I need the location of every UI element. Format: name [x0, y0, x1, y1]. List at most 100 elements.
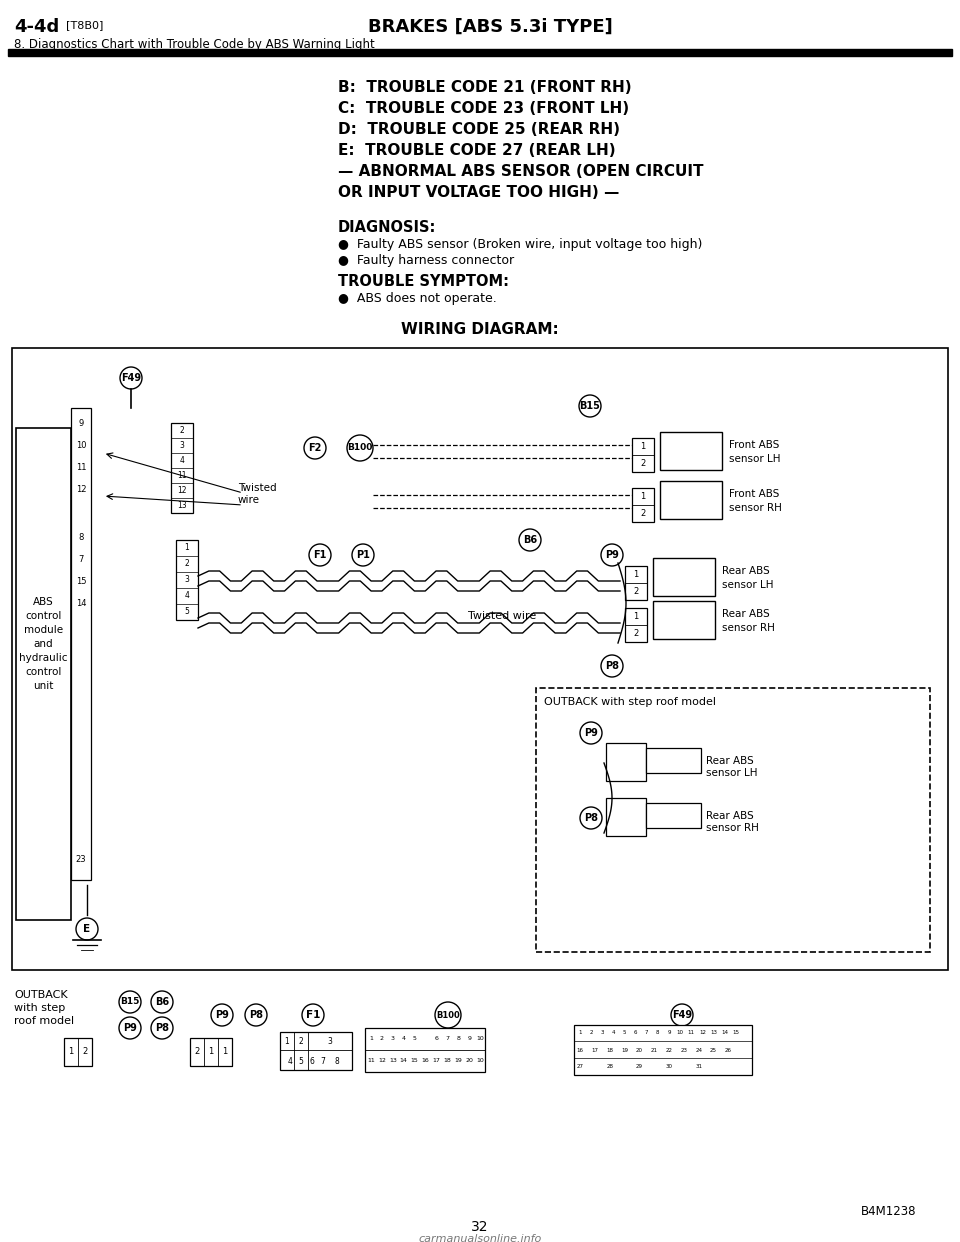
Text: 2: 2 [634, 628, 638, 638]
Text: 5: 5 [184, 607, 189, 616]
Circle shape [245, 1004, 267, 1026]
Text: P1: P1 [356, 550, 370, 560]
Text: 2: 2 [380, 1036, 384, 1041]
Text: 8: 8 [656, 1031, 660, 1036]
Text: 31: 31 [695, 1064, 702, 1069]
Text: 19: 19 [621, 1047, 628, 1052]
Circle shape [211, 1004, 233, 1026]
Text: E:  TROUBLE CODE 27 (REAR LH): E: TROUBLE CODE 27 (REAR LH) [338, 143, 615, 158]
Text: [T8B0]: [T8B0] [66, 20, 104, 30]
Bar [625, 609, 647, 642]
Text: P9: P9 [584, 728, 598, 738]
Text: OR INPUT VOLTAGE TOO HIGH) —: OR INPUT VOLTAGE TOO HIGH) — [338, 185, 619, 200]
Text: BRAKES [ABS 5.3i TYPE]: BRAKES [ABS 5.3i TYPE] [368, 17, 612, 36]
Text: Rear ABS: Rear ABS [722, 609, 770, 619]
Bar [653, 601, 715, 638]
Text: 28: 28 [606, 1064, 613, 1069]
Text: 9: 9 [79, 419, 84, 427]
Text: 17: 17 [591, 1047, 598, 1052]
Text: ABS
control
module
and
hydraulic
control
unit: ABS control module and hydraulic control… [19, 597, 68, 691]
Text: Twisted
wire: Twisted wire [238, 483, 276, 504]
Text: carmanualsonline.info: carmanualsonline.info [419, 1235, 541, 1242]
Text: Twisted wire: Twisted wire [468, 611, 537, 621]
Text: 18: 18 [444, 1057, 451, 1062]
Text: 10: 10 [677, 1031, 684, 1036]
Text: — ABNORMAL ABS SENSOR (OPEN CIRCUIT: — ABNORMAL ABS SENSOR (OPEN CIRCUIT [338, 164, 704, 179]
Text: 2: 2 [184, 559, 189, 569]
Text: WIRING DIAGRAM:: WIRING DIAGRAM: [401, 322, 559, 337]
Circle shape [309, 544, 331, 566]
Text: 20: 20 [636, 1047, 643, 1052]
Bar [190, 1038, 232, 1066]
Circle shape [119, 1017, 141, 1040]
Text: 4: 4 [288, 1057, 293, 1066]
Text: P8: P8 [584, 814, 598, 823]
Text: Front ABS: Front ABS [729, 440, 780, 450]
Circle shape [151, 1017, 173, 1040]
Text: 29: 29 [636, 1064, 643, 1069]
Text: Rear ABS: Rear ABS [706, 756, 754, 766]
Text: 12: 12 [76, 484, 86, 493]
Text: 1: 1 [208, 1047, 214, 1057]
Text: 11: 11 [367, 1057, 374, 1062]
Text: 1: 1 [223, 1047, 228, 1057]
Text: F49: F49 [672, 1010, 692, 1020]
Text: 1: 1 [634, 570, 638, 579]
Text: 15: 15 [411, 1057, 419, 1062]
Bar [12, 348, 948, 970]
Bar [280, 1032, 352, 1071]
Text: B6: B6 [523, 535, 537, 545]
Text: Rear ABS: Rear ABS [722, 566, 770, 576]
Text: F49: F49 [121, 373, 141, 383]
Text: sensor LH: sensor LH [729, 455, 780, 465]
Text: 2: 2 [83, 1047, 87, 1057]
Text: 1: 1 [284, 1037, 289, 1046]
Circle shape [347, 435, 373, 461]
Text: 3: 3 [601, 1031, 604, 1036]
Text: 19: 19 [454, 1057, 462, 1062]
Text: 3: 3 [180, 441, 184, 450]
Text: P8: P8 [605, 661, 619, 671]
Circle shape [352, 544, 374, 566]
Circle shape [76, 918, 98, 940]
Text: 1: 1 [640, 442, 646, 451]
Text: 11: 11 [178, 471, 187, 479]
Text: ●  ABS does not operate.: ● ABS does not operate. [338, 292, 496, 306]
Text: Rear ABS: Rear ABS [706, 811, 754, 821]
Text: 11: 11 [687, 1031, 695, 1036]
Text: 4: 4 [612, 1031, 615, 1036]
Text: 20: 20 [466, 1057, 473, 1062]
Text: 16: 16 [577, 1047, 584, 1052]
Circle shape [151, 991, 173, 1013]
Text: 8. Diagnostics Chart with Trouble Code by ABS Warning Light: 8. Diagnostics Chart with Trouble Code b… [14, 39, 374, 51]
Circle shape [580, 722, 602, 744]
Text: 2: 2 [589, 1031, 593, 1036]
Text: 7: 7 [645, 1031, 649, 1036]
Text: 2: 2 [634, 587, 638, 596]
Text: OUTBACK with step roof model: OUTBACK with step roof model [544, 697, 716, 707]
Text: 7: 7 [321, 1057, 325, 1066]
Text: B100: B100 [436, 1011, 460, 1020]
Text: 30: 30 [665, 1064, 673, 1069]
Text: 2: 2 [180, 426, 184, 435]
Bar [653, 558, 715, 596]
Text: 4: 4 [401, 1036, 406, 1041]
Text: 27: 27 [577, 1064, 584, 1069]
Bar [660, 481, 722, 519]
Bar [574, 1025, 752, 1076]
Text: 17: 17 [433, 1057, 441, 1062]
Text: OUTBACK
with step
roof model: OUTBACK with step roof model [14, 990, 74, 1026]
Text: B15: B15 [580, 401, 600, 411]
Circle shape [579, 395, 601, 417]
Text: 24: 24 [695, 1047, 702, 1052]
Text: E: E [84, 924, 90, 934]
Text: 23: 23 [76, 856, 86, 864]
Text: 7: 7 [445, 1036, 449, 1041]
Text: 1: 1 [578, 1031, 582, 1036]
Text: B100: B100 [348, 443, 372, 452]
Text: B6: B6 [155, 997, 169, 1007]
Text: 5: 5 [623, 1031, 626, 1036]
Bar [176, 540, 198, 620]
Text: 4: 4 [180, 456, 184, 465]
Text: 10: 10 [476, 1036, 484, 1041]
